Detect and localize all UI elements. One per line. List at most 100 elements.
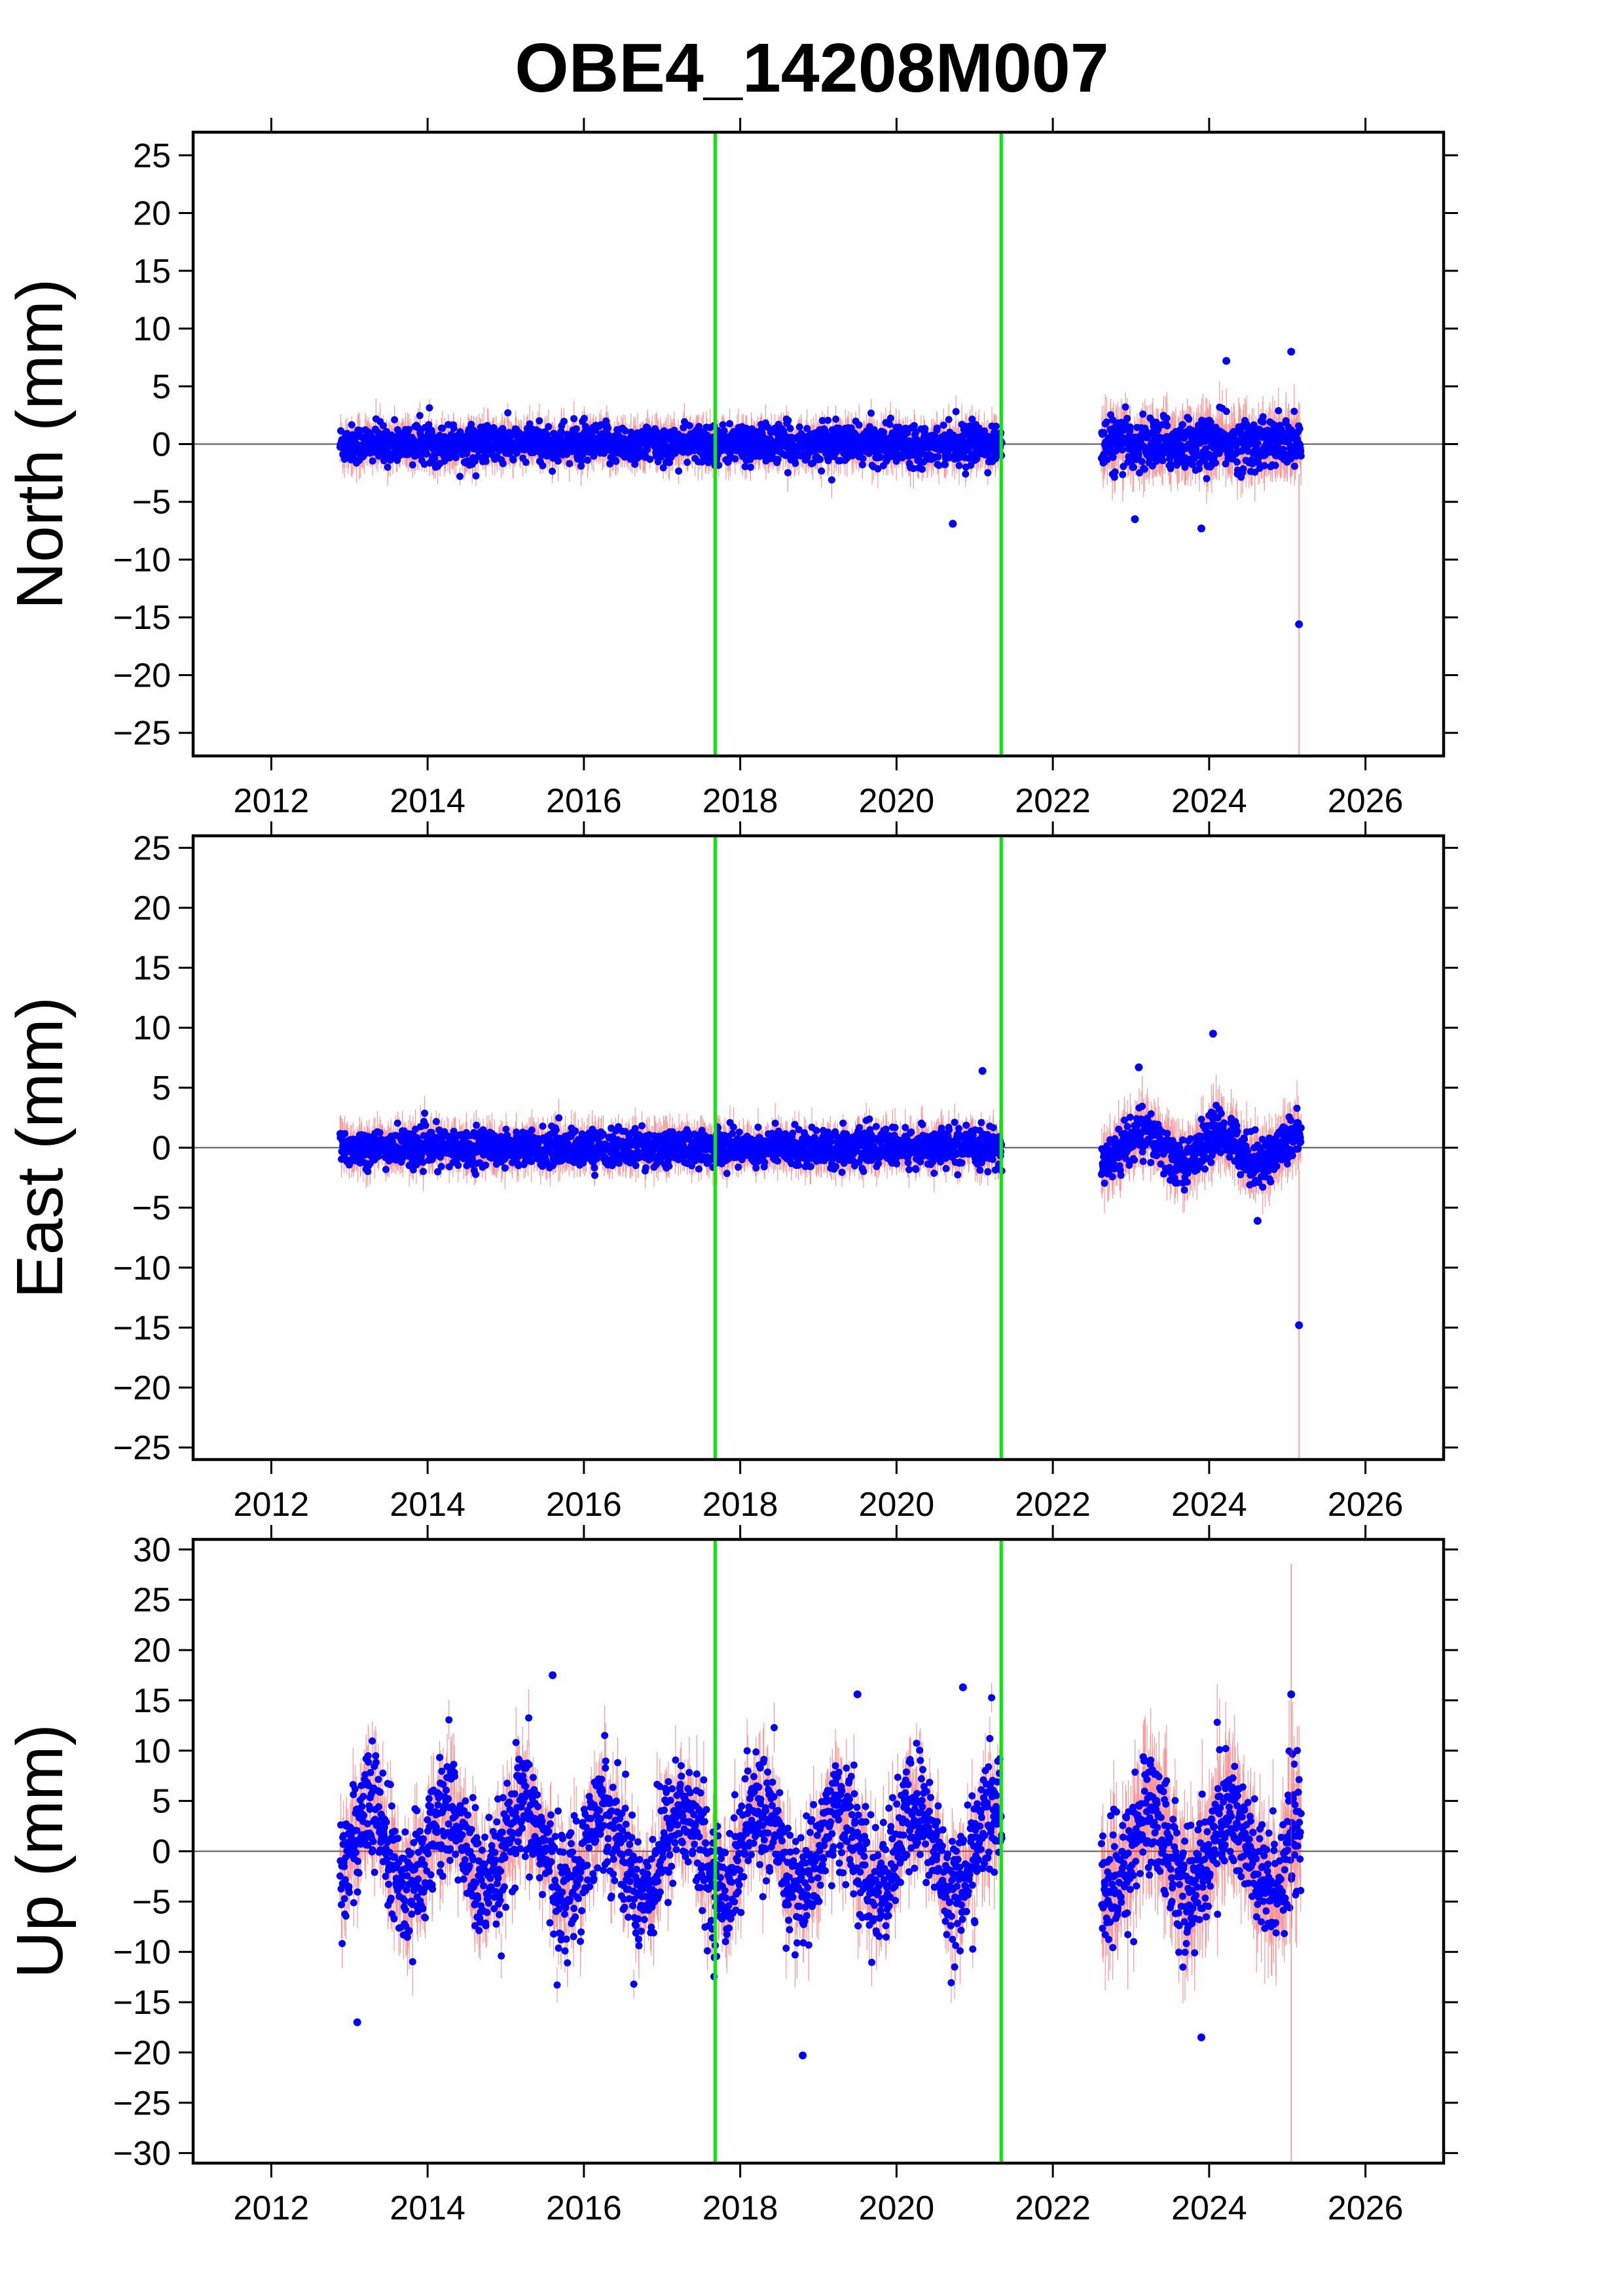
data-point: [369, 457, 376, 465]
data-point: [1163, 422, 1171, 430]
data-point: [1163, 1130, 1171, 1138]
x-tick-label: 2016: [546, 782, 622, 820]
data-point: [821, 427, 829, 435]
data-point: [912, 1166, 920, 1174]
data-point: [1296, 425, 1304, 433]
y-axis-label-north: North (mm): [3, 279, 77, 610]
data-point: [1201, 1165, 1209, 1173]
data-point: [1251, 468, 1259, 476]
data-point: [809, 459, 817, 467]
data-point: [756, 1134, 763, 1141]
data-point: [1256, 426, 1264, 434]
data-point: [784, 469, 792, 476]
y-tick-label: −10: [113, 541, 171, 579]
data-point: [536, 417, 543, 425]
data-point: [875, 1160, 882, 1168]
data-point: [803, 425, 811, 433]
data-point: [922, 1132, 930, 1140]
x-tick-label: 2024: [1171, 782, 1247, 820]
data-point: [942, 1164, 950, 1172]
data-point: [664, 1134, 672, 1141]
data-point: [867, 409, 875, 417]
data-point: [774, 1157, 782, 1165]
data-point: [921, 425, 929, 433]
data-point: [591, 1172, 598, 1179]
data-point: [903, 429, 911, 437]
data-point: [431, 455, 439, 463]
data-point: [1241, 1136, 1248, 1143]
data-point: [1233, 1122, 1241, 1130]
data-point: [1153, 1152, 1161, 1160]
data-point: [976, 1166, 984, 1174]
data-point: [735, 1163, 742, 1171]
data-point: [874, 465, 882, 473]
data-point: [795, 423, 803, 431]
data-point: [1148, 462, 1156, 470]
data-point: [784, 416, 792, 424]
data-point: [426, 404, 433, 412]
data-point: [1185, 415, 1193, 423]
data-point: [456, 473, 464, 480]
y-tick-label: 20: [133, 195, 171, 233]
data-point: [1254, 1179, 1262, 1186]
data-point: [945, 1126, 953, 1134]
data-point: [726, 420, 733, 427]
data-point: [450, 424, 458, 432]
data-point: [1118, 446, 1126, 454]
data-point: [1192, 1150, 1200, 1158]
data-point: [504, 409, 512, 417]
data-point: [746, 463, 754, 471]
data-points-north: [336, 348, 1305, 756]
data-points-east: [336, 1030, 1305, 1460]
data-point: [405, 425, 412, 433]
data-point: [735, 1128, 743, 1136]
data-point: [984, 1168, 992, 1175]
data-point: [482, 457, 490, 465]
data-point: [552, 1126, 560, 1134]
data-point: [1189, 461, 1196, 469]
data-point: [1147, 1158, 1155, 1166]
data-point: [348, 421, 356, 429]
data-point: [391, 416, 399, 423]
data-point: [1207, 1158, 1215, 1166]
data-point: [1279, 446, 1287, 454]
data-point: [729, 1130, 737, 1138]
panel-east: 2012 2014 2016 2018 2020 2022 2024 202625201510…: [3, 821, 1458, 1524]
data-point: [509, 456, 517, 464]
data-point: [1186, 1135, 1194, 1143]
data-point: [919, 1121, 926, 1128]
data-point: [1109, 416, 1117, 424]
data-point: [754, 1123, 762, 1131]
data-point: [634, 1148, 642, 1156]
data-point: [1244, 1147, 1252, 1155]
data-point: [968, 415, 976, 423]
data-point: [341, 1130, 349, 1138]
data-point: [570, 415, 578, 423]
data-point: [891, 1124, 899, 1132]
data-point: [432, 1118, 440, 1126]
data-point: [992, 422, 1000, 430]
data-point: [1140, 465, 1148, 473]
data-point: [600, 450, 608, 457]
data-point: [1282, 417, 1290, 425]
data-point: [1111, 468, 1119, 476]
data-point: [638, 1122, 646, 1130]
data-point: [434, 1168, 441, 1175]
data-point: [1233, 458, 1241, 466]
data-point: [1110, 1165, 1118, 1173]
data-point: [1110, 473, 1118, 481]
data-point: [528, 1158, 536, 1166]
y-tick-label: 25: [133, 137, 171, 175]
x-tick-label: 2018: [702, 782, 778, 820]
data-point: [1178, 421, 1186, 429]
data-point: [1216, 1149, 1224, 1157]
data-point: [1126, 1113, 1134, 1121]
outlier-point-4: [1287, 348, 1296, 356]
data-point: [1163, 414, 1171, 422]
y-tick-label: 5: [152, 368, 171, 406]
data-point: [472, 472, 480, 480]
data-point: [1239, 430, 1247, 438]
data-point: [984, 469, 992, 476]
data-point: [1147, 1110, 1155, 1118]
data-point: [631, 1124, 639, 1132]
